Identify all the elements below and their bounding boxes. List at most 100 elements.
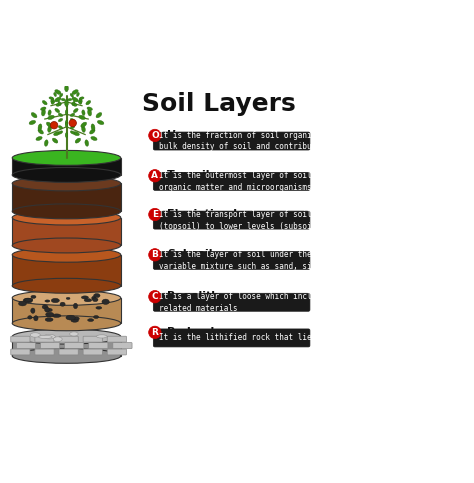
Ellipse shape [102, 299, 109, 304]
Ellipse shape [73, 101, 75, 105]
Ellipse shape [90, 129, 95, 134]
Circle shape [149, 170, 161, 182]
Ellipse shape [54, 92, 56, 97]
Ellipse shape [70, 94, 73, 97]
Text: It is the transport layer of soil material from upper layers of soil
(topsoil) t: It is the transport layer of soil materi… [159, 210, 473, 230]
Circle shape [149, 208, 161, 221]
Text: Regolith: Regolith [167, 291, 219, 301]
Ellipse shape [70, 113, 75, 116]
Ellipse shape [54, 132, 60, 136]
Ellipse shape [70, 118, 75, 122]
FancyBboxPatch shape [35, 349, 54, 355]
Text: It is a layer of loose which includes dust, soil, broken rock, and other
related: It is a layer of loose which includes du… [159, 292, 474, 313]
Ellipse shape [12, 329, 121, 344]
Ellipse shape [70, 131, 75, 134]
Ellipse shape [66, 298, 70, 299]
Ellipse shape [72, 90, 78, 94]
Ellipse shape [66, 315, 75, 320]
Ellipse shape [97, 335, 107, 338]
FancyBboxPatch shape [83, 349, 102, 355]
Ellipse shape [58, 118, 63, 122]
Ellipse shape [82, 126, 85, 132]
Ellipse shape [12, 278, 121, 293]
FancyBboxPatch shape [113, 342, 132, 349]
FancyBboxPatch shape [153, 293, 310, 311]
Ellipse shape [79, 115, 85, 119]
Ellipse shape [42, 100, 47, 105]
Polygon shape [12, 217, 121, 245]
FancyBboxPatch shape [11, 349, 30, 355]
Ellipse shape [73, 108, 78, 113]
FancyBboxPatch shape [89, 342, 108, 349]
Ellipse shape [58, 126, 63, 129]
Ellipse shape [46, 122, 52, 128]
Circle shape [50, 122, 58, 129]
Ellipse shape [48, 115, 55, 119]
Ellipse shape [64, 85, 68, 92]
Text: Bedrock: Bedrock [167, 327, 218, 337]
Ellipse shape [44, 334, 55, 339]
Ellipse shape [34, 316, 38, 321]
Ellipse shape [60, 94, 63, 97]
Polygon shape [12, 184, 121, 212]
Ellipse shape [45, 140, 48, 146]
Ellipse shape [70, 332, 78, 336]
Text: C: C [152, 292, 158, 301]
Polygon shape [12, 158, 121, 175]
Ellipse shape [92, 298, 98, 301]
Ellipse shape [81, 122, 87, 128]
Ellipse shape [87, 107, 92, 111]
Ellipse shape [64, 100, 68, 107]
Ellipse shape [42, 305, 48, 309]
Polygon shape [12, 255, 121, 286]
FancyBboxPatch shape [11, 336, 30, 342]
Ellipse shape [55, 97, 61, 102]
FancyBboxPatch shape [35, 336, 54, 342]
Ellipse shape [36, 137, 42, 141]
Ellipse shape [55, 90, 61, 94]
Ellipse shape [73, 303, 78, 309]
Text: Subsoil: Subsoil [167, 249, 213, 259]
FancyBboxPatch shape [59, 349, 78, 355]
FancyBboxPatch shape [153, 329, 310, 347]
Ellipse shape [12, 204, 121, 219]
FancyBboxPatch shape [153, 211, 310, 229]
Ellipse shape [12, 348, 121, 363]
Ellipse shape [65, 120, 68, 125]
Ellipse shape [53, 337, 62, 341]
Ellipse shape [65, 122, 68, 127]
Ellipse shape [80, 97, 84, 99]
Circle shape [149, 249, 161, 261]
Text: It is the outermost layer of soil and has highest concentration of
organic matte: It is the outermost layer of soil and ha… [159, 171, 464, 192]
Ellipse shape [85, 140, 89, 146]
Ellipse shape [38, 124, 42, 131]
Ellipse shape [12, 290, 121, 305]
Ellipse shape [55, 108, 60, 113]
Text: A: A [151, 171, 158, 180]
Ellipse shape [82, 110, 85, 115]
Ellipse shape [45, 318, 53, 322]
Ellipse shape [51, 98, 54, 103]
Ellipse shape [31, 308, 35, 313]
Ellipse shape [31, 113, 37, 118]
Ellipse shape [60, 302, 65, 306]
Ellipse shape [65, 133, 68, 138]
FancyBboxPatch shape [40, 342, 60, 349]
Ellipse shape [48, 110, 51, 115]
Text: It is the lithified rock that lies under a loose softer material: It is the lithified rock that lies under… [159, 333, 455, 342]
Ellipse shape [71, 319, 78, 322]
Text: Eluviation Layer: Eluviation Layer [167, 209, 268, 219]
Ellipse shape [46, 308, 52, 312]
Ellipse shape [49, 97, 53, 99]
Ellipse shape [53, 138, 58, 143]
FancyBboxPatch shape [59, 336, 78, 342]
Ellipse shape [52, 100, 55, 104]
Ellipse shape [12, 168, 121, 183]
Text: It is the fraction of soil organic matter and significantly influences the
bulk : It is the fraction of soil organic matte… [159, 130, 474, 152]
Polygon shape [12, 298, 121, 323]
Ellipse shape [72, 103, 77, 106]
Ellipse shape [23, 298, 33, 303]
FancyBboxPatch shape [107, 336, 127, 342]
Ellipse shape [88, 109, 91, 116]
Circle shape [149, 129, 161, 142]
